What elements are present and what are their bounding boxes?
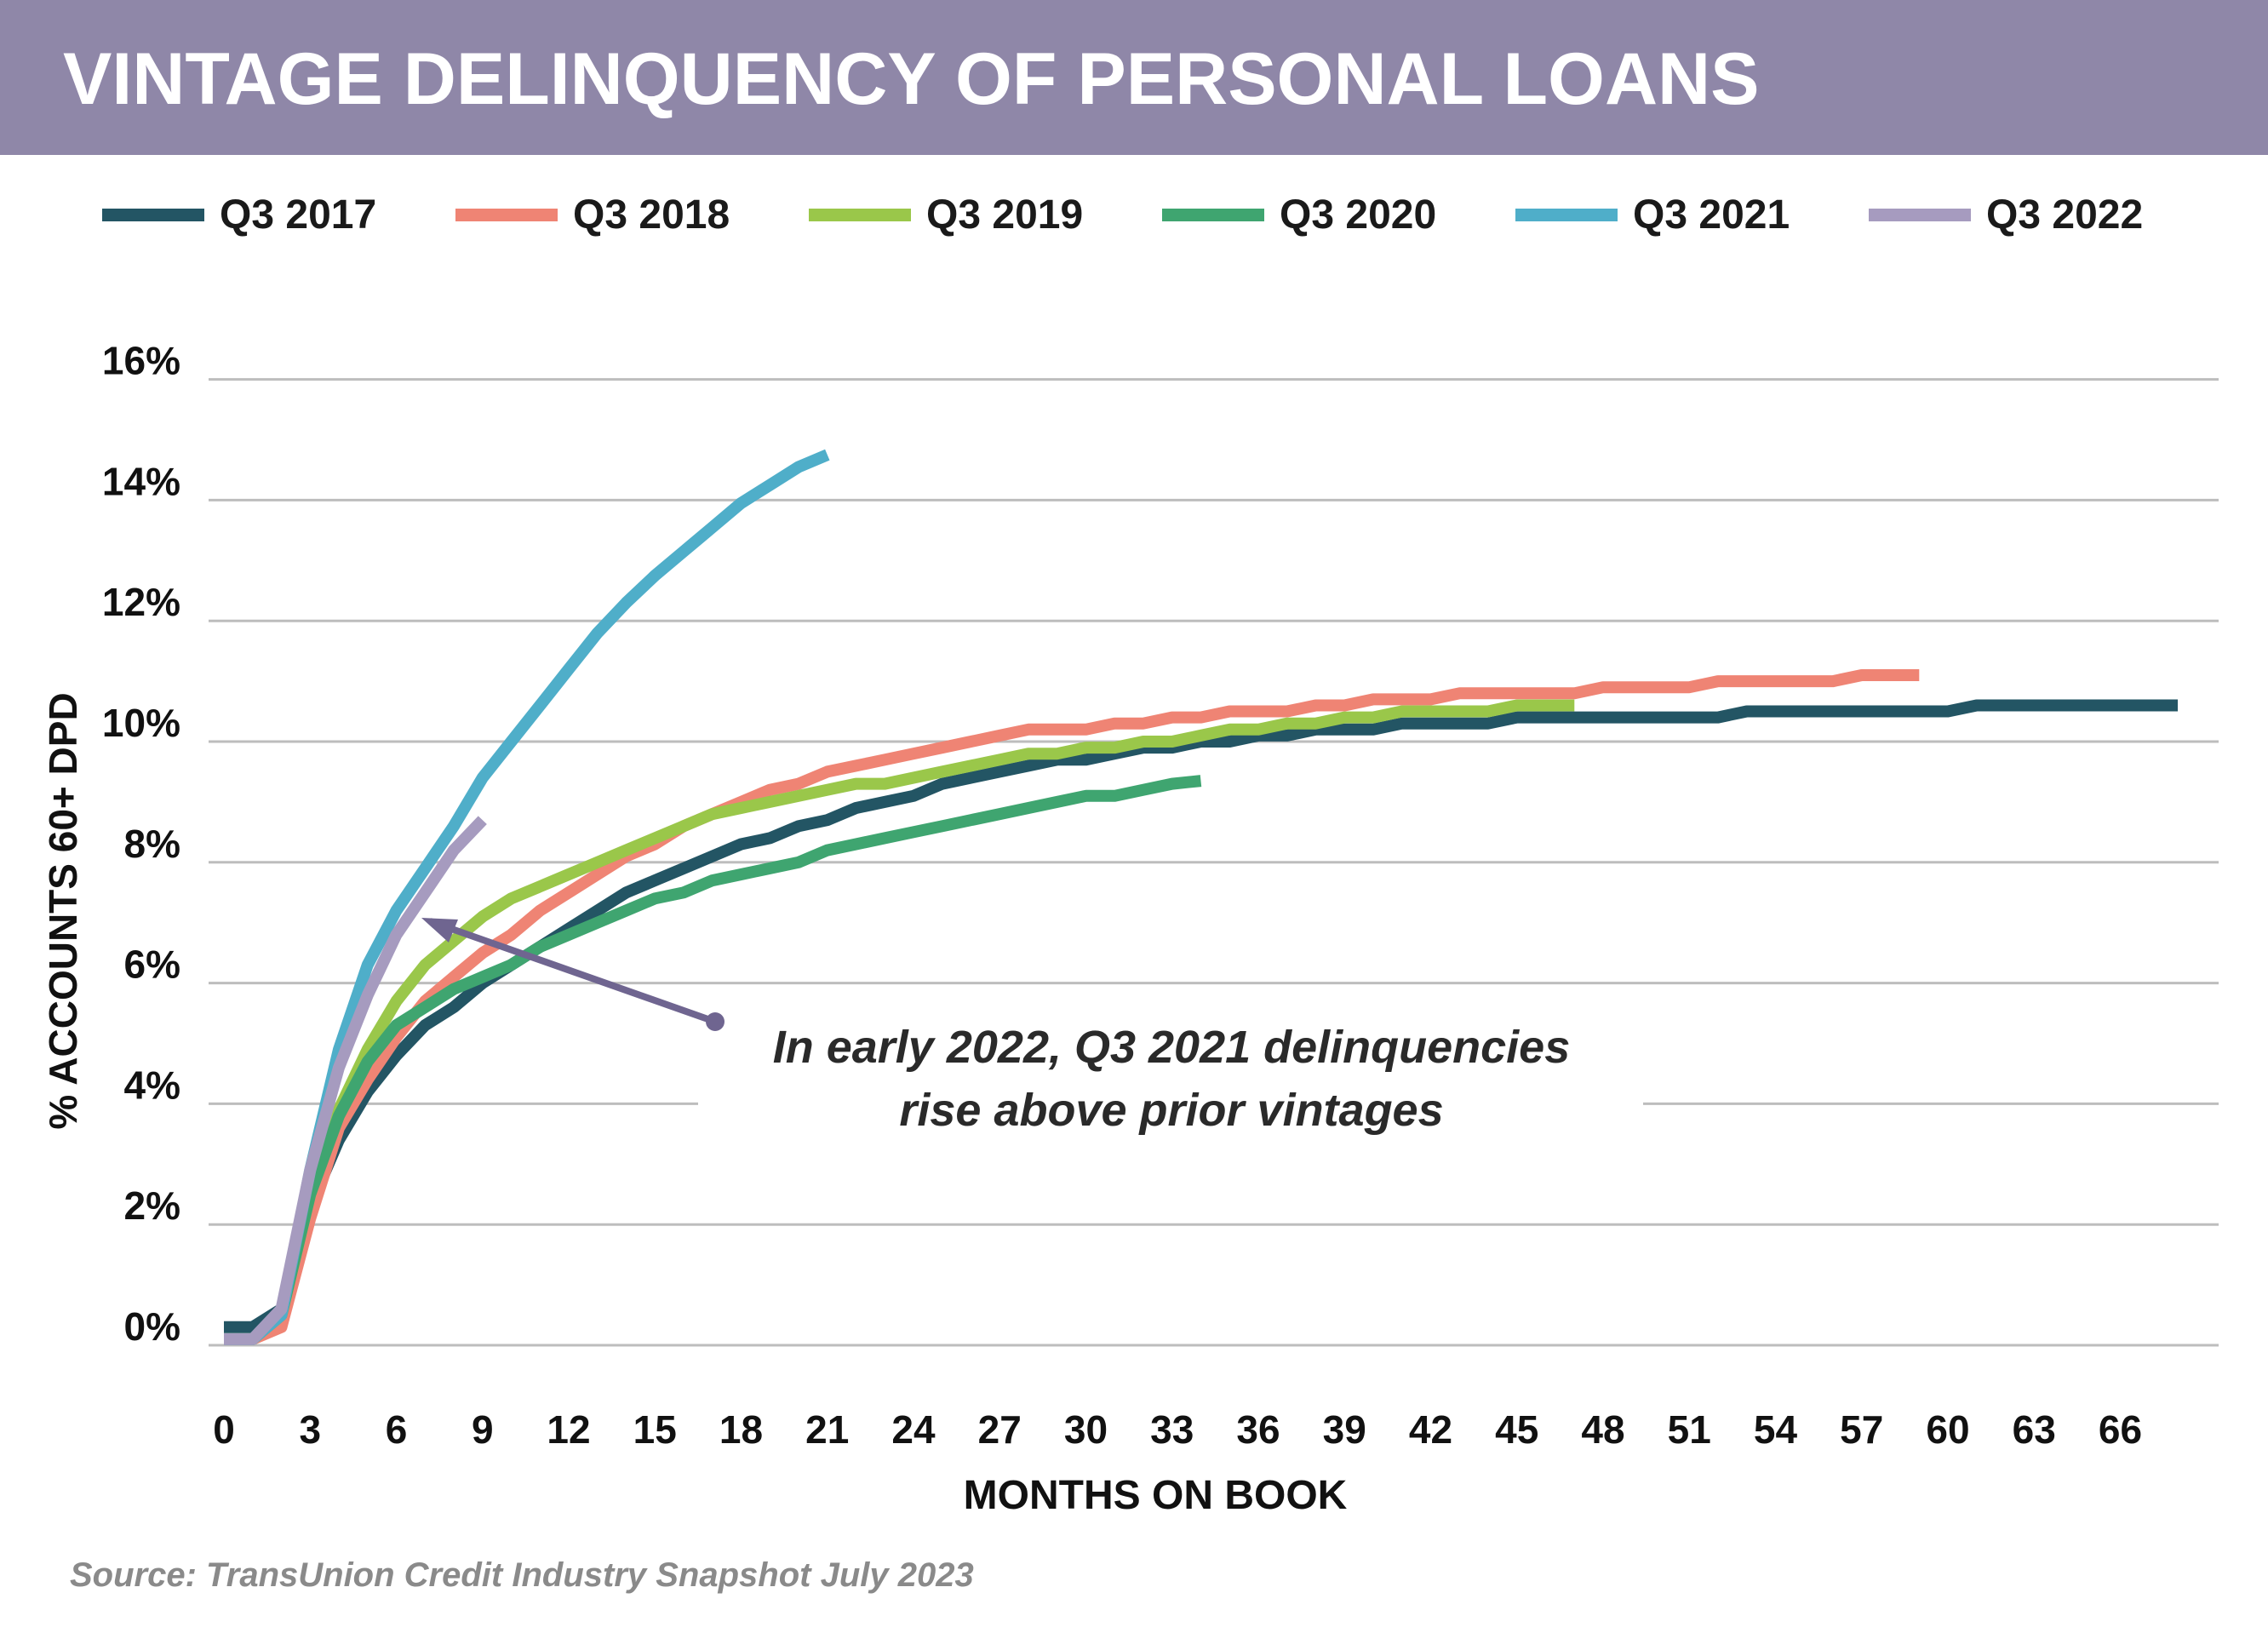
annotation-group: In early 2022, Q3 2021 delinquencies ris… <box>421 918 1643 1145</box>
legend-label: Q3 2018 <box>573 192 730 238</box>
legend-label: Q3 2019 <box>926 192 1084 238</box>
series-line-q3-2020 <box>224 775 1202 1345</box>
legend-label: Q3 2020 <box>1280 192 1437 238</box>
x-tick-label: 63 <box>2013 1407 2056 1452</box>
y-tick-label: 8% <box>124 822 180 866</box>
y-tick-label: 10% <box>102 701 180 745</box>
x-tick-label: 9 <box>472 1407 494 1452</box>
x-tick-label: 3 <box>299 1407 321 1452</box>
x-tick-label: 0 <box>213 1407 235 1452</box>
legend-swatch <box>455 208 558 221</box>
series-line-q3-2019 <box>224 699 1575 1345</box>
series-line-q3-2022 <box>224 816 487 1345</box>
x-tick-label: 42 <box>1409 1407 1452 1452</box>
legend-item-q3-2017: Q3 2017 <box>102 189 376 240</box>
legend-item-q3-2020: Q3 2020 <box>1162 189 1436 240</box>
y-axis-ticks: 0% 2% 4% 6% 8% 10% 12% 14% 16% <box>102 339 180 1349</box>
x-tick-label: 57 <box>1840 1407 1883 1452</box>
x-tick-label: 60 <box>1926 1407 1969 1452</box>
title-bar: VINTAGE DELINQUENCY OF PERSONAL LOANS <box>0 0 2268 155</box>
legend-swatch <box>1869 208 1971 221</box>
x-axis-label: MONTHS ON BOOK <box>964 1473 1348 1518</box>
legend-item-q3-2021: Q3 2021 <box>1515 189 1790 240</box>
grid-lines <box>209 378 2219 1347</box>
x-tick-label: 15 <box>633 1407 677 1452</box>
legend-swatch <box>809 208 911 221</box>
series-lines <box>224 449 2178 1345</box>
x-tick-label: 36 <box>1236 1407 1280 1452</box>
annotation-background <box>698 1005 1643 1145</box>
x-tick-label: 48 <box>1581 1407 1624 1452</box>
x-tick-label: 21 <box>805 1407 849 1452</box>
y-tick-label: 14% <box>102 459 180 503</box>
x-tick-label: 39 <box>1323 1407 1366 1452</box>
x-tick-label: 33 <box>1150 1407 1194 1452</box>
x-tick-label: 66 <box>2099 1407 2142 1452</box>
y-tick-label: 12% <box>102 580 180 624</box>
y-tick-label: 16% <box>102 339 180 383</box>
legend-swatch <box>1162 208 1264 221</box>
annotation-line-2: rise above prior vintages <box>899 1085 1443 1136</box>
legend-label: Q3 2022 <box>1986 192 2144 238</box>
legend-label: Q3 2017 <box>220 192 377 238</box>
y-tick-label: 2% <box>124 1183 180 1228</box>
x-tick-label: 30 <box>1064 1407 1108 1452</box>
annotation-line-1: In early 2022, Q3 2021 delinquencies <box>773 1022 1571 1073</box>
legend-label: Q3 2021 <box>1633 192 1790 238</box>
x-tick-label: 12 <box>547 1407 590 1452</box>
annotation-arrow-dot <box>706 1012 724 1031</box>
x-tick-label: 51 <box>1668 1407 1711 1452</box>
y-axis-label: % ACCOUNTS 60+ DPD <box>41 692 85 1129</box>
chart-title: VINTAGE DELINQUENCY OF PERSONAL LOANS <box>63 38 1760 120</box>
x-tick-label: 6 <box>386 1407 408 1452</box>
source-note: Source: TransUnion Credit Industry Snaps… <box>70 1556 974 1594</box>
legend-item-q3-2018: Q3 2018 <box>455 189 730 240</box>
x-tick-label: 18 <box>719 1407 763 1452</box>
series-line-q3-2018 <box>224 669 1920 1345</box>
legend: Q3 2017 Q3 2018 Q3 2019 Q3 2020 Q3 2021 … <box>102 189 2231 240</box>
x-tick-label: 45 <box>1495 1407 1538 1452</box>
legend-swatch <box>1515 208 1618 221</box>
x-tick-label: 27 <box>978 1407 1022 1452</box>
x-tick-label: 24 <box>891 1407 936 1452</box>
y-tick-label: 4% <box>124 1063 180 1107</box>
y-tick-label: 0% <box>124 1304 180 1349</box>
legend-swatch <box>102 208 204 221</box>
annotation-arrow-head <box>421 918 458 943</box>
y-tick-label: 6% <box>124 943 180 987</box>
x-tick-label: 54 <box>1754 1407 1798 1452</box>
x-axis-ticks: 0 3 6 9 12 15 18 21 24 27 30 33 36 39 42 45 48 51 54 57 60 63… <box>213 1407 2142 1452</box>
annotation-arrow-line <box>428 918 717 1025</box>
legend-item-q3-2019: Q3 2019 <box>809 189 1083 240</box>
legend-item-q3-2022: Q3 2022 <box>1869 189 2143 240</box>
